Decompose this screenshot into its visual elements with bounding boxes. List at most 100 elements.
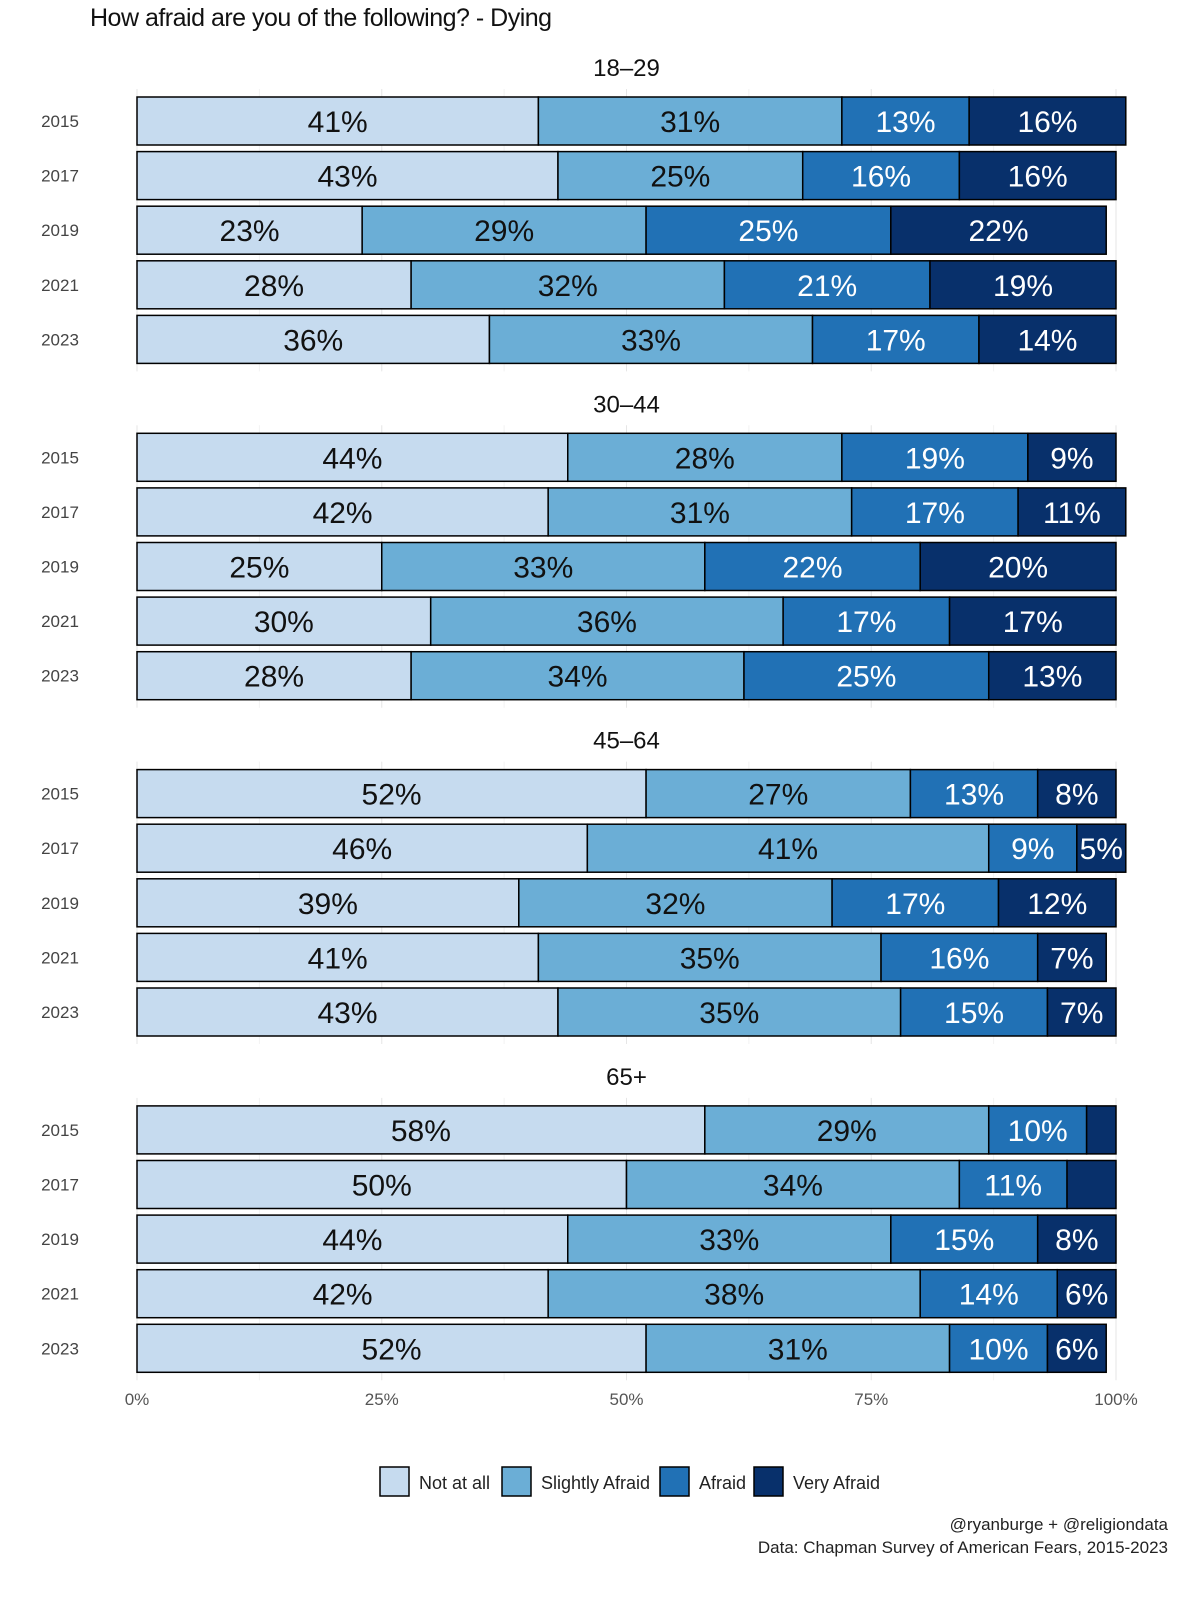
bar-segment <box>948 596 1117 646</box>
data-label: 9% <box>1011 833 1054 866</box>
data-label: 14% <box>959 1279 1019 1312</box>
y-tick-label: 2017 <box>41 839 79 858</box>
data-label: 25% <box>650 161 710 194</box>
bar-segment <box>1036 1214 1117 1264</box>
data-label: 46% <box>332 833 392 866</box>
bar-segment <box>841 432 1029 483</box>
bar-segment <box>890 1214 1039 1264</box>
x-tick-label: 75% <box>854 1390 888 1409</box>
bar-segment <box>136 1214 569 1264</box>
bar-segment <box>645 1323 951 1374</box>
bar-segment <box>410 650 745 701</box>
panel-title: 18–29 <box>593 55 660 82</box>
data-label: 22% <box>968 215 1028 248</box>
bar-segment <box>410 260 726 310</box>
data-label: 33% <box>699 1224 759 1257</box>
bar-segment <box>136 260 412 310</box>
bar-segment <box>948 1323 1049 1374</box>
y-tick-label: 2021 <box>41 276 79 295</box>
data-label: 10% <box>968 1333 1028 1366</box>
y-tick-label: 2017 <box>41 167 79 186</box>
bar-segment <box>1066 1159 1117 1210</box>
y-tick-label: 2019 <box>41 558 79 577</box>
y-tick-label: 2019 <box>41 221 79 240</box>
y-tick-label: 2021 <box>41 612 79 631</box>
bar-segment <box>381 541 706 592</box>
bar-segment <box>547 1268 921 1319</box>
data-label: 16% <box>1017 106 1077 139</box>
y-tick-label: 2019 <box>41 1230 79 1249</box>
y-tick-label: 2023 <box>41 667 79 686</box>
data-label: 41% <box>758 833 818 866</box>
data-label: 42% <box>313 1279 373 1312</box>
data-label: 16% <box>929 942 989 975</box>
data-label: 52% <box>362 779 422 812</box>
bar-segment <box>1076 823 1127 873</box>
data-label: 13% <box>944 779 1004 812</box>
bar-segment <box>850 487 1019 537</box>
bar-segment <box>968 96 1127 146</box>
data-label: 35% <box>699 997 759 1030</box>
data-label: 28% <box>244 270 304 303</box>
bar-segment <box>136 1323 647 1374</box>
legend-swatch <box>753 1466 784 1497</box>
bar-segment <box>1036 768 1117 819</box>
bar-segment <box>136 878 520 928</box>
data-label: 32% <box>538 270 598 303</box>
bar-segment <box>429 596 784 646</box>
data-label: 23% <box>220 215 280 248</box>
data-label: 11% <box>984 1170 1042 1203</box>
data-label: 43% <box>317 997 377 1030</box>
bar-segment <box>488 314 814 365</box>
bar-segment <box>801 150 961 201</box>
data-label: 32% <box>645 888 705 921</box>
data-label: 17% <box>836 606 896 639</box>
data-label: 33% <box>513 552 573 585</box>
data-label: 8% <box>1055 779 1098 812</box>
bar-segment <box>782 596 951 646</box>
bar-segment <box>831 878 1000 928</box>
data-label: 21% <box>797 270 857 303</box>
y-tick-label: 2019 <box>41 894 79 913</box>
y-tick-label: 2023 <box>41 1339 79 1358</box>
bar-segment <box>557 150 804 201</box>
bar-segment <box>987 823 1078 873</box>
caption-source: Data: Chapman Survey of American Fears, … <box>757 1538 1168 1557</box>
data-label: 19% <box>905 442 965 475</box>
legend-swatch <box>379 1466 410 1497</box>
data-label: 22% <box>782 552 842 585</box>
y-tick-label: 2015 <box>41 1121 79 1140</box>
y-tick-label: 2017 <box>41 503 79 522</box>
data-label: 30% <box>254 606 314 639</box>
bar-segment <box>704 541 921 592</box>
data-label: 13% <box>875 106 935 139</box>
data-label: 38% <box>704 1279 764 1312</box>
data-label: 50% <box>352 1170 412 1203</box>
bar-segment <box>361 205 647 255</box>
bar-segment <box>136 205 363 255</box>
data-label: 17% <box>905 497 965 530</box>
bar-segment <box>723 260 931 310</box>
data-label: 17% <box>885 888 945 921</box>
data-label: 44% <box>322 442 382 475</box>
bar-segment <box>136 432 569 483</box>
data-label: 43% <box>317 161 377 194</box>
panel-title: 30–44 <box>593 391 660 418</box>
bar-segment <box>987 650 1117 701</box>
data-label: 36% <box>283 324 343 357</box>
bar-segment <box>743 650 990 701</box>
data-label: 41% <box>308 942 368 975</box>
data-label: 15% <box>944 997 1004 1030</box>
data-label: 12% <box>1027 888 1087 921</box>
legend-label: Afraid <box>699 1473 746 1493</box>
bar-segment <box>1085 1105 1117 1155</box>
data-label: 31% <box>768 1333 828 1366</box>
x-tick-label: 100% <box>1094 1390 1137 1409</box>
x-tick-label: 50% <box>609 1390 643 1409</box>
data-label: 35% <box>680 942 740 975</box>
data-label: 13% <box>1022 661 1082 694</box>
data-label: 7% <box>1060 997 1103 1030</box>
bar-segment <box>1046 987 1117 1037</box>
data-label: 29% <box>817 1115 877 1148</box>
